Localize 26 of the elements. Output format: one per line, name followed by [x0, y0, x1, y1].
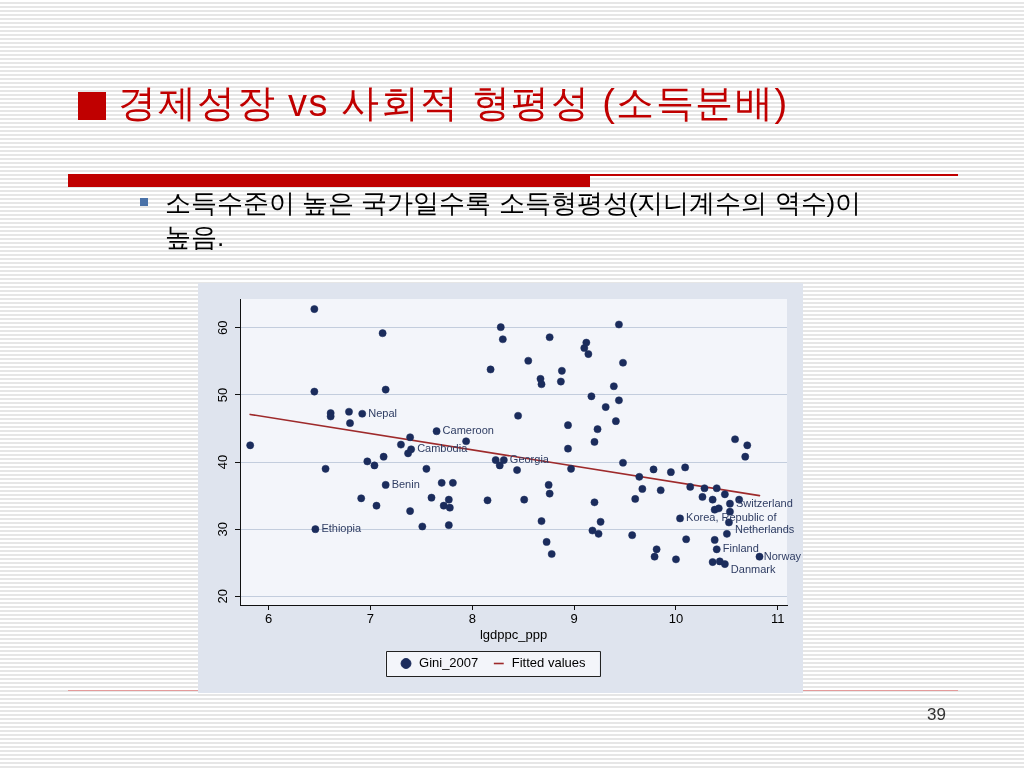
legend-label: Gini_2007 — [419, 655, 479, 671]
y-tick-label: 40 — [215, 454, 231, 470]
chart-subtitle: 소득수준이 높은 국가일수록 소득형평성(지니계수의 역수)이 높음. — [165, 187, 863, 254]
annotation: Cambodia — [417, 442, 469, 455]
x-tick-label: 9 — [570, 611, 578, 627]
annotation: Cameroon — [442, 424, 494, 437]
x-tick-label: 8 — [468, 611, 476, 627]
text: 39 — [927, 705, 946, 725]
y-tick-label: 30 — [215, 521, 231, 537]
x-tick-label: 6 — [264, 611, 273, 627]
annotation: Netherlands — [734, 523, 795, 536]
x-tick-label: 10 — [668, 611, 684, 627]
annotation: Nepal — [368, 406, 397, 419]
annotation: Danmark — [730, 563, 776, 576]
legend-label: Fitted values — [511, 655, 586, 671]
x-axis-title: lgdppc_ppp — [479, 626, 548, 642]
annotation: Benin — [391, 477, 420, 490]
x-tick-label: 7 — [366, 611, 374, 627]
x-tick-label: 11 — [771, 611, 785, 627]
chart-title: 경제성장 vs 사회적 형평성 (소득분배) — [118, 81, 789, 126]
y-tick-label: 20 — [215, 589, 231, 604]
annotation: Norway — [763, 549, 802, 562]
annotation: Finland — [722, 542, 759, 555]
y-tick-label: 50 — [215, 387, 231, 403]
annotation: Ethiopia — [321, 522, 363, 535]
y-tick-label: 60 — [215, 320, 231, 336]
